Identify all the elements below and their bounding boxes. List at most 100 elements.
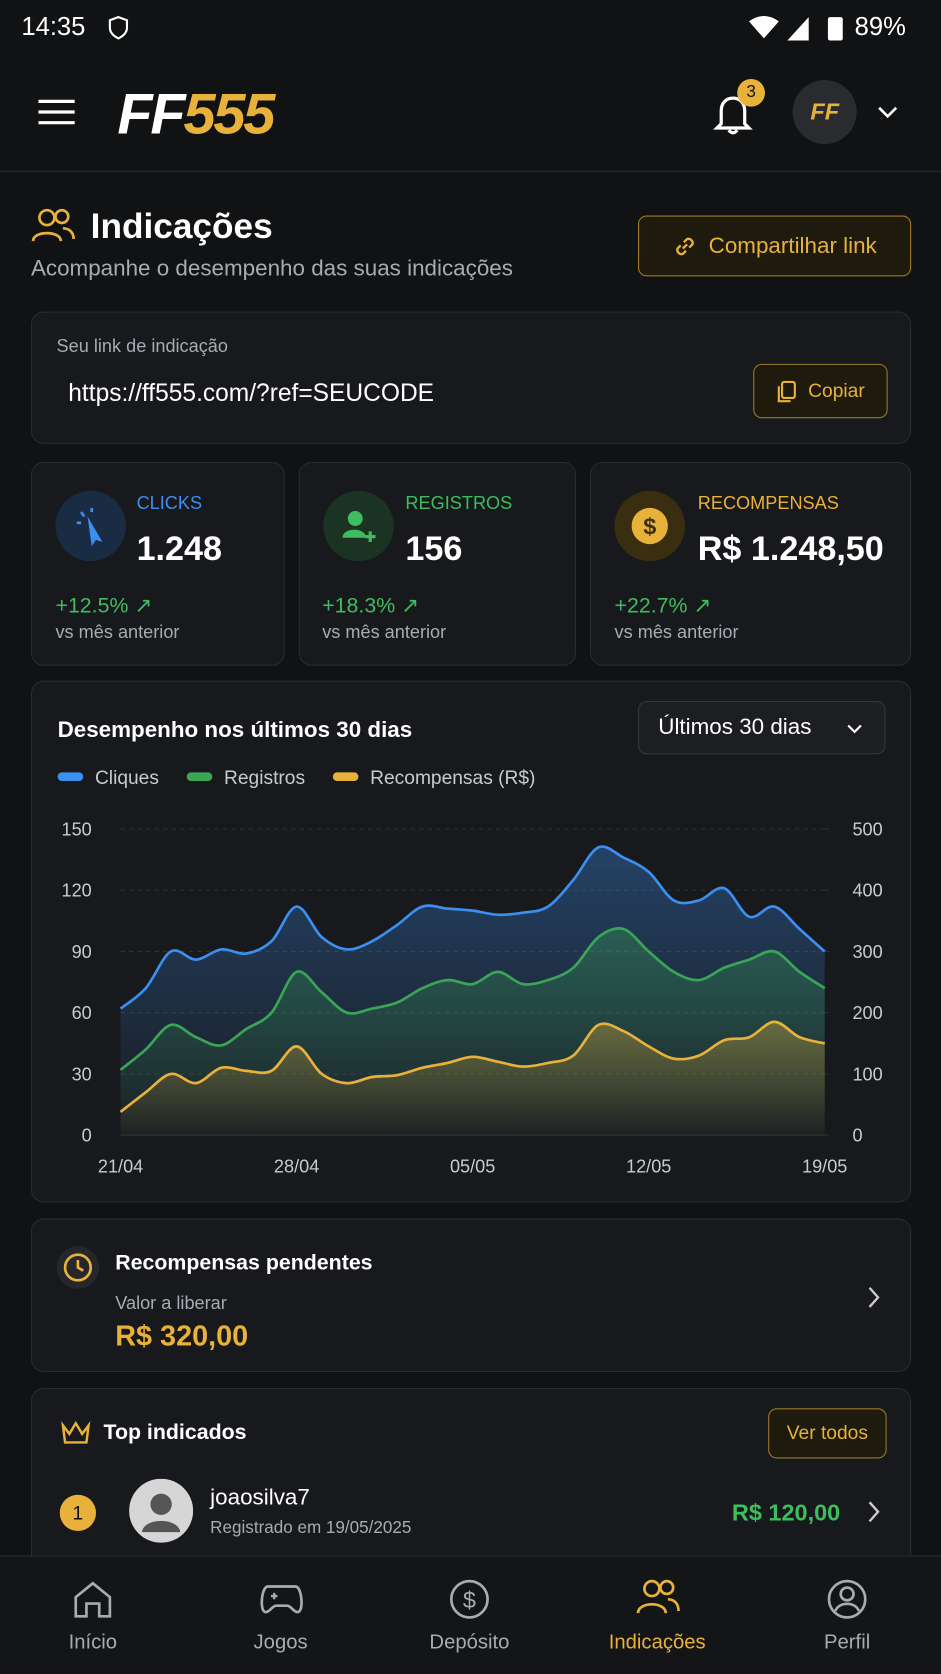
- avatar[interactable]: FF: [792, 80, 857, 145]
- y-tick-label: 120: [62, 881, 92, 901]
- games-icon: [260, 1585, 303, 1614]
- pending-title: Recompensas pendentes: [115, 1251, 373, 1275]
- x-tick-label: 05/05: [450, 1157, 495, 1177]
- stat-value: R$ 1.248,50: [697, 529, 884, 568]
- legend-label: Recompensas (R$): [370, 768, 535, 789]
- stat-note: vs mês anterior: [55, 622, 180, 643]
- copy-button[interactable]: Copiar: [753, 363, 888, 419]
- user-registered: Registrado em 19/05/2025: [210, 1519, 412, 1538]
- x-tick-label: 19/05: [802, 1157, 847, 1177]
- stat-change: +22.7% ↗: [614, 594, 712, 618]
- svg-text:$: $: [643, 514, 656, 540]
- nav-item-active[interactable]: Indicações: [608, 1631, 706, 1654]
- view-all-button[interactable]: Ver todos: [768, 1408, 887, 1459]
- copy-icon: [778, 380, 797, 402]
- divider: [0, 170, 941, 172]
- link-url: https://ff555.com/?ref=SEUCODE: [68, 378, 435, 407]
- copy-label: Copiar: [808, 379, 865, 402]
- chevron-right: [868, 1286, 880, 1308]
- stat-change-text: +22.7%: [614, 594, 688, 618]
- stat-label: CLICKS: [136, 492, 203, 514]
- status-time: 14:35: [21, 12, 86, 42]
- legend-label: Cliques: [95, 768, 159, 789]
- stat-value: 156: [405, 529, 463, 568]
- series-area: [120, 1021, 825, 1136]
- y2-tick-label: 200: [852, 1003, 882, 1023]
- svg-text:$: $: [463, 1587, 476, 1613]
- stat-value: 1.248: [136, 529, 222, 568]
- stat-card: $ RECOMPENSAS R$ 1.248,50 +22.7% ↗ vs mê…: [589, 461, 912, 666]
- y-tick-label: 60: [72, 1003, 92, 1023]
- nav-item[interactable]: Perfil: [824, 1631, 871, 1654]
- y-tick-label: 90: [72, 942, 92, 962]
- y-tick-label: 150: [62, 819, 92, 839]
- profile-icon: [827, 1579, 867, 1619]
- stat-card: REGISTROS 156 +18.3% ↗ vs mês anterior: [298, 461, 577, 666]
- y2-tick-label: 0: [852, 1126, 862, 1146]
- y-tick-label: 0: [82, 1126, 92, 1146]
- legend-label: Registros: [224, 768, 305, 789]
- deposit-icon: $: [449, 1579, 489, 1619]
- top-title: Top indicados: [103, 1421, 247, 1445]
- share-label: Compartilhar link: [708, 233, 877, 258]
- x-tick-label: 21/04: [98, 1157, 143, 1177]
- stat-change: +18.3% ↗: [322, 594, 419, 618]
- nav-item[interactable]: Jogos: [253, 1631, 308, 1654]
- share-button[interactable]: Compartilhar link: [638, 215, 912, 277]
- stat-note: vs mês anterior: [322, 622, 447, 643]
- nav-item[interactable]: Depósito: [429, 1631, 510, 1654]
- pending-label: Valor a liberar: [115, 1293, 227, 1314]
- y2-tick-label: 300: [852, 942, 882, 962]
- y2-tick-label: 100: [852, 1064, 882, 1084]
- period-select[interactable]: Últimos 30 dias: [638, 700, 886, 755]
- stat-label: REGISTROS: [405, 492, 513, 514]
- x-tick-label: 12/05: [626, 1157, 671, 1177]
- stat-note: vs mês anterior: [614, 622, 739, 643]
- page-subtitle: Acompanhe o desempenho das suas indicaçõ…: [30, 256, 513, 281]
- period-label: Últimos 30 dias: [658, 714, 812, 740]
- page-title: Indicações: [90, 205, 273, 246]
- nav-item[interactable]: Início: [68, 1631, 118, 1654]
- stat-change-text: +18.3%: [322, 594, 396, 618]
- notification-badge: 3: [737, 78, 765, 107]
- link-label: Seu link de indicação: [56, 336, 228, 357]
- chart: Desempenho nos últimos 30 dias 0 30 60 90 12…: [57, 717, 883, 1177]
- home-icon: [74, 1581, 112, 1618]
- user-name: joaosilva7: [210, 1485, 310, 1510]
- crown-icon: [61, 1420, 91, 1444]
- y-tick-label: 30: [72, 1064, 92, 1084]
- people-icon: [31, 208, 75, 242]
- bell-button[interactable]: [713, 92, 756, 137]
- legend-swatch: [332, 772, 359, 781]
- legend-swatch: [186, 772, 213, 781]
- chart-card: Desempenho nos últimos 30 dias 0 30 60 90 12…: [30, 680, 912, 1203]
- view-all-label: Ver todos: [786, 1422, 868, 1444]
- series-line: [119, 845, 826, 1010]
- user-avatar: [129, 1478, 194, 1543]
- clock-icon: [56, 1246, 100, 1289]
- user-amount: R$ 120,00: [731, 1498, 841, 1526]
- stat-icon: $: [614, 490, 685, 562]
- rank-badge: 1: [59, 1494, 97, 1532]
- logo[interactable]: FF555: [117, 81, 275, 147]
- legend-swatch: [57, 772, 84, 781]
- x-tick-label: 28/04: [274, 1157, 319, 1177]
- stat-change: +12.5% ↗: [55, 594, 153, 618]
- chevron-right: [868, 1501, 880, 1523]
- pending-card[interactable]: Recompensas pendentes Valor a liberar R$…: [30, 1218, 912, 1373]
- series-line: [119, 1020, 826, 1113]
- chevron-down[interactable]: [877, 105, 898, 120]
- menu-button[interactable]: [38, 98, 76, 128]
- stat-icon: [55, 490, 126, 562]
- status-icons: [748, 16, 843, 41]
- logo-left: FF: [117, 82, 185, 147]
- logo-right: 555: [183, 82, 275, 147]
- battery: 89%: [854, 12, 906, 42]
- pending-amount: R$ 320,00: [115, 1319, 249, 1352]
- series-line: [119, 927, 826, 1071]
- stat-icon: [323, 490, 394, 562]
- y2-tick-label: 400: [852, 881, 882, 901]
- chart-title: Desempenho nos últimos 30 dias: [58, 717, 413, 742]
- shield-icon: [108, 15, 129, 40]
